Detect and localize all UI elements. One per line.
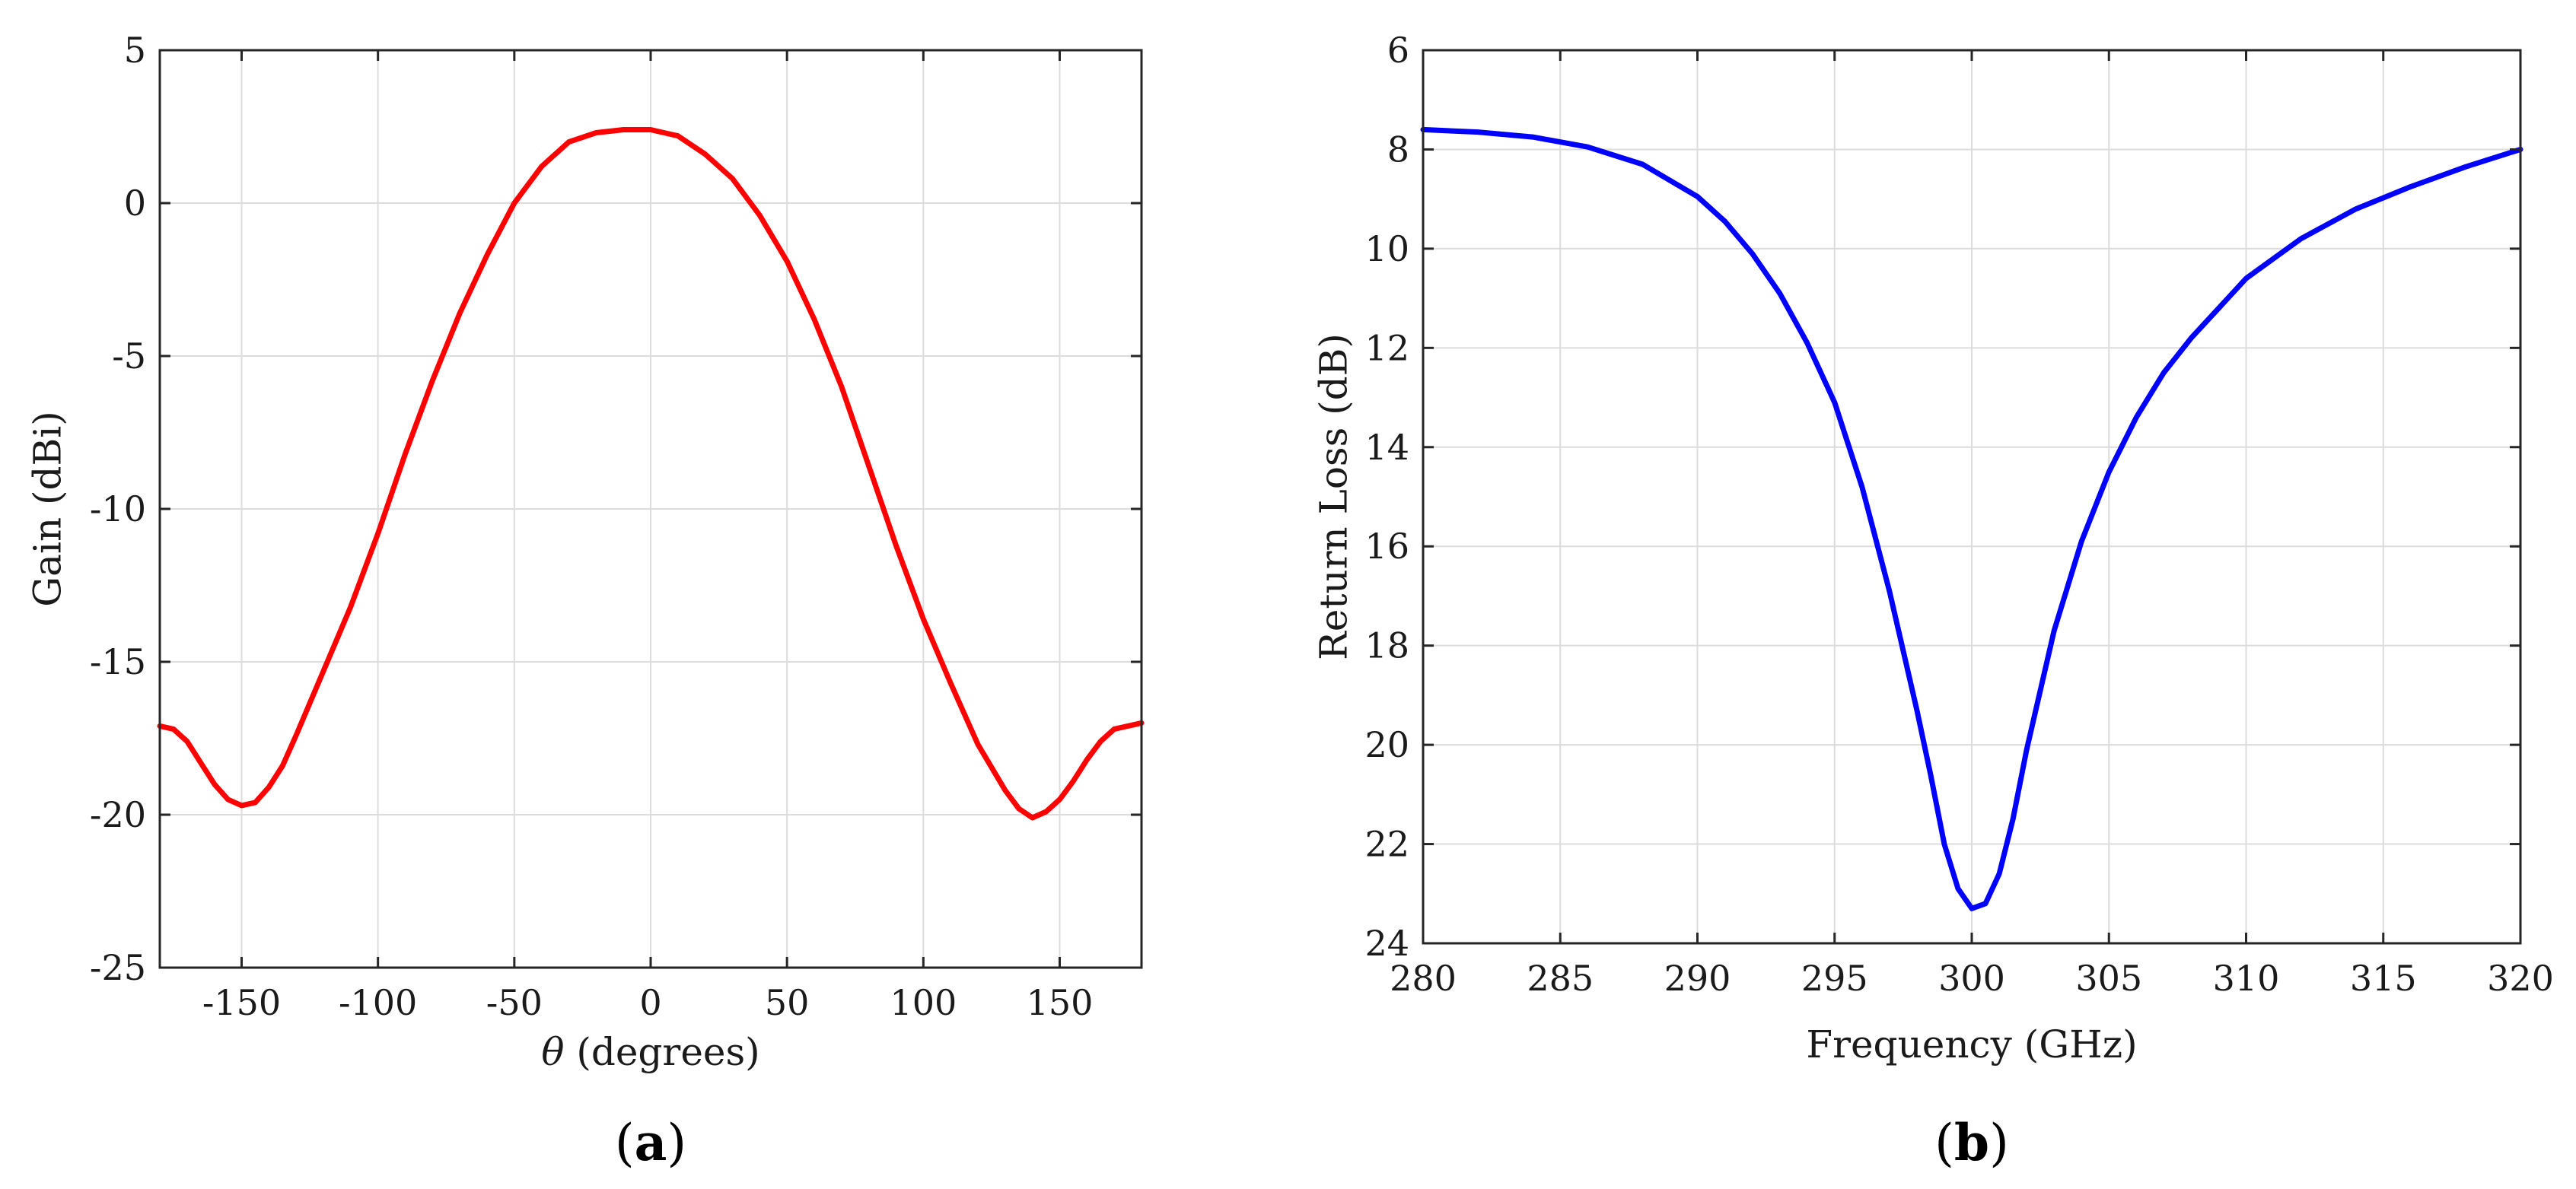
y-tick-label: 10 [1364,228,1409,269]
y-tick-label: 18 [1364,625,1409,666]
x-tick-label: 300 [1938,958,2005,999]
panel-label-letter: a [635,1113,667,1172]
x-tick-label: 100 [890,982,957,1023]
y-tick-label: -20 [90,794,146,835]
panel-label-close: ) [667,1114,686,1172]
x-tick-label: 305 [2075,958,2142,999]
x-axis-label: Frequency (GHz) [1806,1022,2137,1067]
x-tick-label: -100 [339,982,417,1023]
y-tick-label: 16 [1364,526,1409,567]
x-tick-label: 150 [1027,982,1094,1023]
x-axis-symbol: θ [541,1030,564,1074]
x-tick-label: 320 [2487,958,2554,999]
x-tick-label: 50 [765,982,810,1023]
x-tick-label: -150 [202,982,281,1023]
y-tick-label: 0 [124,183,146,224]
x-tick-label: 290 [1664,958,1731,999]
x-tick-label: 310 [2213,958,2280,999]
panel-label: (a) [615,1113,686,1172]
x-tick-label: 295 [1801,958,1868,999]
x-tick-label: 280 [1390,958,1457,999]
x-axis-unit: (degrees) [564,1030,759,1074]
x-tick-label: 285 [1527,958,1594,999]
y-tick-label: -5 [112,335,146,377]
series-line-1 [157,127,1145,821]
series-line-1 [1420,126,2523,911]
y-tick-label: 8 [1387,129,1409,170]
y-axis-label: Return Loss (dB) [1312,333,1356,660]
y-tick-label: 20 [1364,724,1409,765]
panel-label: (b) [1934,1113,2009,1172]
x-axis-label: θ (degrees) [541,1030,759,1074]
y-tick-label: 6 [1387,30,1409,71]
y-axis-label: Gain (dBi) [26,411,70,607]
panel-label-letter: b [1954,1113,1989,1172]
y-tick-label: 24 [1364,923,1409,964]
panel-label-open: ( [615,1114,635,1172]
y-tick-label: -15 [90,641,146,682]
y-tick-label: 5 [124,30,146,71]
y-tick-label: -10 [90,488,146,529]
x-tick-label: 315 [2350,958,2417,999]
x-tick-label: 0 [639,982,661,1023]
y-tick-label: 22 [1364,824,1409,865]
x-tick-label: -50 [486,982,543,1023]
panel-label-close: ) [1989,1114,2009,1172]
panel-b-chart: 280 285 290 295 300 305 310 315 320 6 8 10 12 14 16 18 2… [1312,30,2554,1172]
y-tick-label: 12 [1364,327,1409,368]
y-tick-label: 14 [1364,427,1409,468]
panel-label-open: ( [1934,1114,1954,1172]
y-tick-label: -25 [90,947,146,988]
